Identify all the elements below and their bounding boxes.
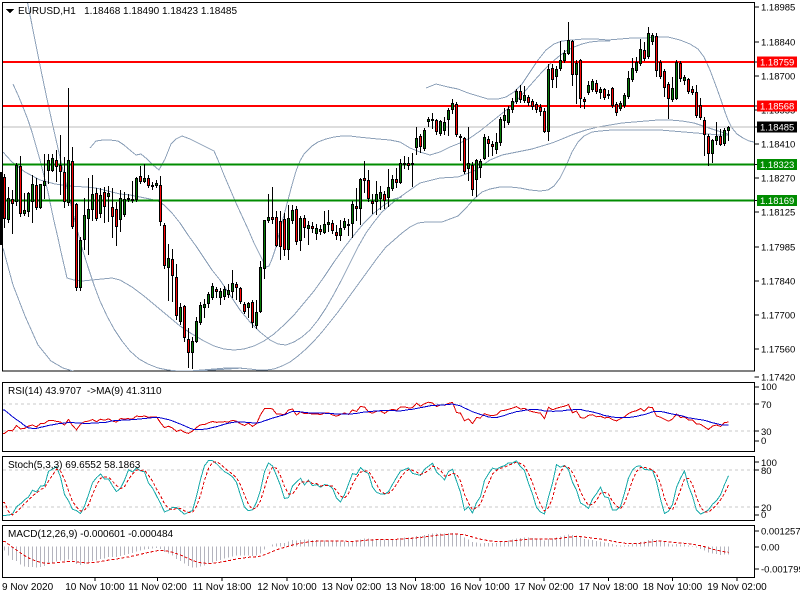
svg-text:-0.001799: -0.001799 — [761, 565, 800, 576]
svg-text:70: 70 — [761, 400, 772, 411]
svg-text:0.001257: 0.001257 — [761, 527, 800, 538]
svg-text:12 Nov 10:00: 12 Nov 10:00 — [257, 582, 317, 593]
svg-text:1.18125: 1.18125 — [761, 208, 795, 219]
svg-text:100: 100 — [761, 458, 777, 469]
svg-text:10 Nov 10:00: 10 Nov 10:00 — [65, 582, 125, 593]
svg-text:19 Nov 02:00: 19 Nov 02:00 — [707, 582, 767, 593]
svg-text:9 Nov 2020: 9 Nov 2020 — [2, 582, 54, 593]
svg-text:18 Nov 10:00: 18 Nov 10:00 — [643, 582, 703, 593]
svg-text:30: 30 — [761, 427, 772, 438]
svg-text:13 Nov 02:00: 13 Nov 02:00 — [322, 582, 382, 593]
svg-text:1.17840: 1.17840 — [761, 277, 795, 288]
svg-text:1.17560: 1.17560 — [761, 345, 795, 356]
svg-text:RSI(14) 43.9707 ->MA(9) 41.31: RSI(14) 43.9707 ->MA(9) 41.3110 — [8, 386, 162, 397]
svg-text:1.18485: 1.18485 — [760, 123, 794, 134]
svg-text:0: 0 — [761, 436, 766, 447]
svg-text:MACD(12,26,9) -0.000601 -0.000: MACD(12,26,9) -0.000601 -0.000484 — [8, 529, 174, 540]
svg-text:1.18270: 1.18270 — [761, 174, 795, 185]
svg-text:11 Nov 18:00: 11 Nov 18:00 — [193, 582, 252, 593]
svg-text:1.18169: 1.18169 — [760, 196, 794, 207]
svg-text:EURUSD,H1 1.18468 1.18490 1.: EURUSD,H1 1.18468 1.18490 1.18423 1.1848… — [18, 6, 237, 17]
svg-text:1.17985: 1.17985 — [761, 243, 795, 254]
svg-text:20: 20 — [761, 503, 772, 514]
svg-text:1.18700: 1.18700 — [761, 72, 795, 83]
svg-text:1.18410: 1.18410 — [761, 140, 795, 151]
svg-text:0: 0 — [761, 510, 766, 521]
svg-text:1.18759: 1.18759 — [760, 58, 794, 69]
svg-text:0.00: 0.00 — [761, 543, 780, 554]
svg-text:1.18568: 1.18568 — [760, 102, 794, 113]
svg-text:1.18323: 1.18323 — [760, 160, 794, 171]
svg-text:16 Nov 10:00: 16 Nov 10:00 — [450, 582, 510, 593]
svg-text:1.17700: 1.17700 — [761, 311, 795, 322]
svg-text:1.18985: 1.18985 — [761, 3, 795, 14]
svg-text:100: 100 — [761, 382, 777, 393]
svg-text:1.17420: 1.17420 — [761, 373, 795, 384]
svg-text:13 Nov 18:00: 13 Nov 18:00 — [386, 582, 446, 593]
svg-text:17 Nov 02:00: 17 Nov 02:00 — [514, 582, 574, 593]
svg-text:80: 80 — [761, 466, 772, 477]
svg-text:Stoch(5,3,3) 69.6552 58.1863: Stoch(5,3,3) 69.6552 58.1863 — [8, 460, 141, 471]
svg-text:11 Nov 02:00: 11 Nov 02:00 — [128, 582, 187, 593]
svg-text:17 Nov 18:00: 17 Nov 18:00 — [579, 582, 639, 593]
svg-text:1.18840: 1.18840 — [761, 38, 795, 49]
